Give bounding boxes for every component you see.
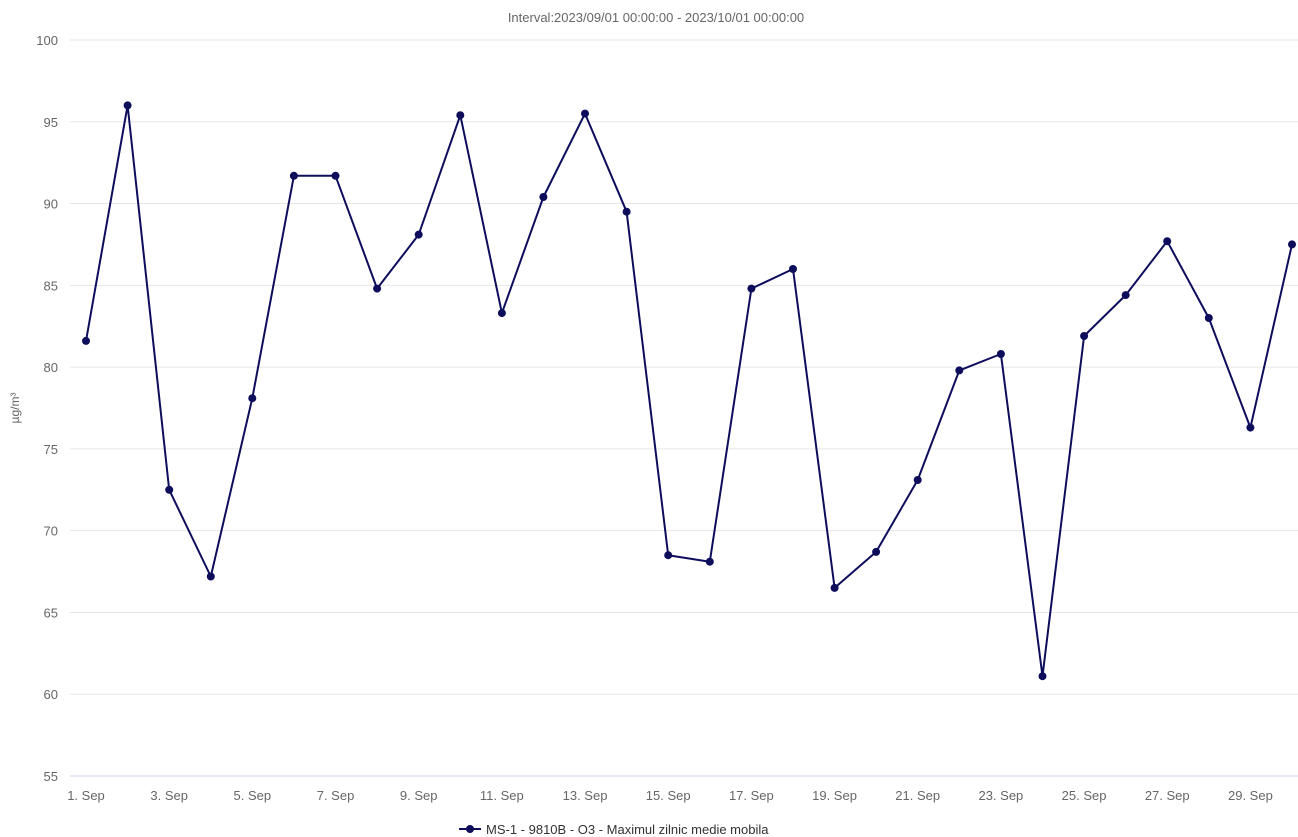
data-point[interactable] bbox=[331, 171, 340, 180]
data-point[interactable] bbox=[206, 572, 215, 581]
y-tick-label: 70 bbox=[44, 524, 58, 539]
x-tick-label: 23. Sep bbox=[978, 788, 1023, 803]
data-point[interactable] bbox=[996, 350, 1005, 358]
series-group bbox=[82, 101, 1296, 681]
data-point[interactable] bbox=[82, 336, 90, 345]
data-point[interactable] bbox=[1038, 672, 1047, 681]
y-tick-label: 95 bbox=[44, 115, 58, 130]
x-tick-label: 9. Sep bbox=[400, 788, 438, 803]
data-point[interactable] bbox=[622, 207, 631, 216]
y-tick-label: 80 bbox=[44, 360, 58, 375]
data-point[interactable] bbox=[747, 284, 756, 293]
x-tick-label: 13. Sep bbox=[563, 788, 608, 803]
x-tick-label: 1. Sep bbox=[67, 788, 105, 803]
y-tick-label: 65 bbox=[44, 605, 58, 620]
data-point[interactable] bbox=[165, 485, 174, 494]
x-tick-label: 3. Sep bbox=[150, 788, 188, 803]
data-point[interactable] bbox=[830, 583, 839, 592]
data-point[interactable] bbox=[497, 309, 506, 318]
x-tick-label: 15. Sep bbox=[646, 788, 691, 803]
y-tick-label: 55 bbox=[44, 769, 58, 784]
gridlines bbox=[70, 39, 1298, 777]
y-axis-label: µg/m³ bbox=[8, 393, 22, 424]
data-point[interactable] bbox=[789, 265, 797, 273]
x-tick-label: 17. Sep bbox=[729, 788, 774, 803]
data-point[interactable] bbox=[289, 171, 298, 180]
y-axis: 55 60 65 70 75 80 85 90 95 100 bbox=[36, 33, 58, 784]
data-point[interactable] bbox=[872, 547, 881, 556]
legend-label: MS-1 - 9810B - O3 - Maximul zilnic medie… bbox=[486, 822, 769, 837]
data-point[interactable] bbox=[373, 284, 382, 293]
data-point[interactable] bbox=[1080, 332, 1089, 340]
data-point[interactable] bbox=[664, 551, 673, 560]
data-point[interactable] bbox=[1288, 240, 1296, 249]
legend-marker-icon bbox=[466, 825, 474, 833]
x-tick-label: 11. Sep bbox=[480, 788, 524, 803]
y-tick-label: 85 bbox=[44, 278, 58, 293]
data-point[interactable] bbox=[1163, 237, 1172, 246]
data-point[interactable] bbox=[1121, 291, 1130, 300]
data-point[interactable] bbox=[539, 193, 548, 201]
data-point[interactable] bbox=[913, 476, 922, 484]
data-point[interactable] bbox=[456, 111, 465, 120]
y-tick-label: 60 bbox=[44, 687, 58, 702]
data-point[interactable] bbox=[414, 230, 423, 239]
y-tick-label: 100 bbox=[36, 33, 58, 48]
x-axis: 1. Sep 3. Sep 5. Sep 7. Sep 9. Sep 11. Sep 13.… bbox=[67, 775, 1298, 803]
data-point[interactable] bbox=[248, 394, 257, 403]
data-point[interactable] bbox=[955, 366, 964, 375]
data-point[interactable] bbox=[1204, 314, 1213, 322]
y-tick-label: 90 bbox=[44, 197, 58, 212]
x-tick-label: 29. Sep bbox=[1228, 788, 1273, 803]
chart-subtitle: Interval:2023/09/01 00:00:00 - 2023/10/0… bbox=[508, 10, 804, 25]
x-tick-label: 7. Sep bbox=[317, 788, 355, 803]
legend[interactable]: MS-1 - 9810B - O3 - Maximul zilnic medie… bbox=[459, 822, 769, 837]
x-tick-label: 27. Sep bbox=[1145, 788, 1190, 803]
y-tick-label: 75 bbox=[44, 442, 58, 457]
x-tick-label: 19. Sep bbox=[812, 788, 857, 803]
data-point[interactable] bbox=[581, 109, 589, 118]
x-tick-label: 25. Sep bbox=[1062, 788, 1107, 803]
data-point[interactable] bbox=[123, 101, 132, 110]
series-line bbox=[85, 104, 1293, 678]
data-point[interactable] bbox=[1246, 423, 1255, 432]
data-point[interactable] bbox=[705, 557, 714, 566]
x-tick-label: 21. Sep bbox=[895, 788, 940, 803]
x-tick-label: 5. Sep bbox=[234, 788, 272, 803]
